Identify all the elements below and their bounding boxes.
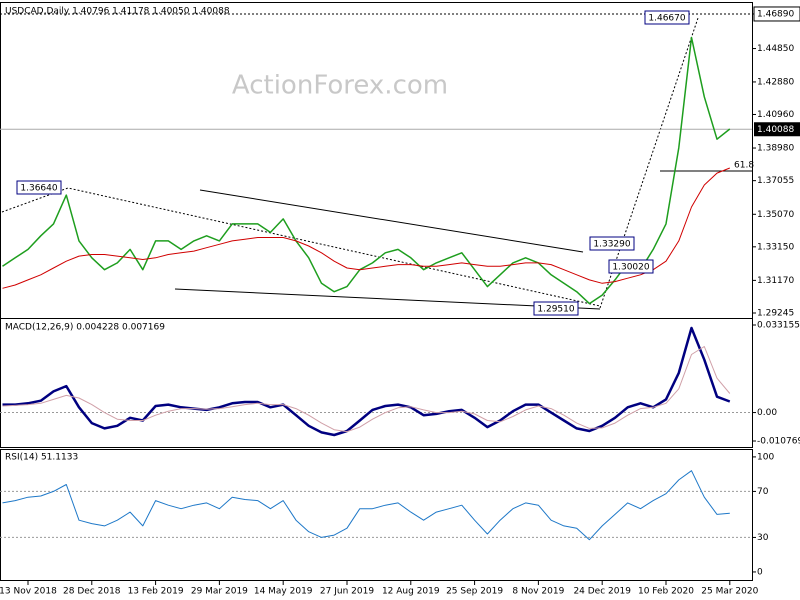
- y-tick-label: 1.37055: [757, 176, 794, 186]
- y-tick-label: 1.46890: [757, 9, 794, 19]
- fib-label: 61.8: [734, 161, 754, 171]
- x-tick-label: 13 Nov 2018: [0, 587, 57, 597]
- panel-title: MACD(12,26,9) 0.004228 0.007169: [5, 323, 165, 333]
- x-tick-label: 10 Feb 2020: [638, 587, 694, 597]
- y-tick-label: 1.29245: [757, 309, 794, 319]
- series-line: [2, 326, 731, 437]
- x-tick-label: 14 May 2019: [254, 587, 313, 597]
- x-tick-label: 27 Jun 2019: [320, 587, 374, 597]
- lower-channel: [174, 288, 601, 310]
- y-tick-label: 70: [757, 487, 769, 497]
- y-tick-label: 1.40960: [757, 110, 794, 120]
- y-tick-label: 1.35070: [757, 210, 794, 220]
- annotation-box: [589, 236, 635, 251]
- series-line: [2, 470, 730, 541]
- annotation-box: [16, 180, 62, 195]
- annotation-label: 1.36640: [20, 184, 57, 194]
- panel-title: RSI(14) 51.1133: [5, 453, 78, 463]
- x-tick-label: 25 Mar 2020: [701, 587, 758, 597]
- y-tick-label: 1.31170: [757, 276, 794, 286]
- dotted-leg: [599, 17, 699, 309]
- upper-channel: [199, 189, 584, 253]
- x-tick-label: 29 Mar 2019: [191, 587, 248, 597]
- last-price-label: 1.40088: [757, 125, 794, 135]
- macd-panel: [0, 318, 753, 448]
- panel-title: USDCAD,Daily 1.40796 1.41178 1.40050 1.4…: [5, 7, 230, 17]
- annotation-label: 1.33290: [593, 240, 630, 250]
- annotation-label: 1.30020: [612, 263, 649, 273]
- last-price-box: [754, 122, 800, 137]
- x-tick-label: 12 Aug 2019: [382, 587, 440, 597]
- y-tick-label: 1.33150: [757, 242, 794, 252]
- y-tick-label: 0: [757, 567, 763, 577]
- annotation-label: 1.46670: [648, 14, 685, 24]
- annotation-box: [608, 259, 654, 274]
- series-line: [2, 167, 730, 289]
- annotation-box: [644, 10, 690, 25]
- y-tick-label: -0.010769: [757, 436, 800, 446]
- series-line: [2, 346, 731, 433]
- y-tick-label: 1.44850: [757, 44, 794, 54]
- x-tick-label: 28 Dec 2018: [63, 587, 121, 597]
- y-tick-label: 0.033155: [757, 320, 800, 330]
- rsi-panel: [0, 449, 753, 581]
- annotation-box: [533, 301, 579, 316]
- y-tick-label: 30: [757, 533, 769, 543]
- watermark: ActionForex.com: [232, 71, 448, 101]
- x-tick-label: 8 Nov 2019: [512, 587, 564, 597]
- x-tick-label: 13 Feb 2019: [128, 587, 184, 597]
- y-tick-label: 100: [757, 452, 774, 462]
- x-tick-label: 24 Dec 2019: [573, 587, 631, 597]
- series-line: [2, 36, 731, 305]
- annotation-label: 1.29510: [537, 305, 574, 315]
- tick-box: [753, 6, 800, 22]
- y-tick-label: 1.38980: [757, 144, 794, 154]
- x-tick-label: 25 Sep 2019: [446, 587, 503, 597]
- y-tick-label: 1.42880: [757, 77, 794, 87]
- y-tick-label: 0.00: [757, 408, 777, 418]
